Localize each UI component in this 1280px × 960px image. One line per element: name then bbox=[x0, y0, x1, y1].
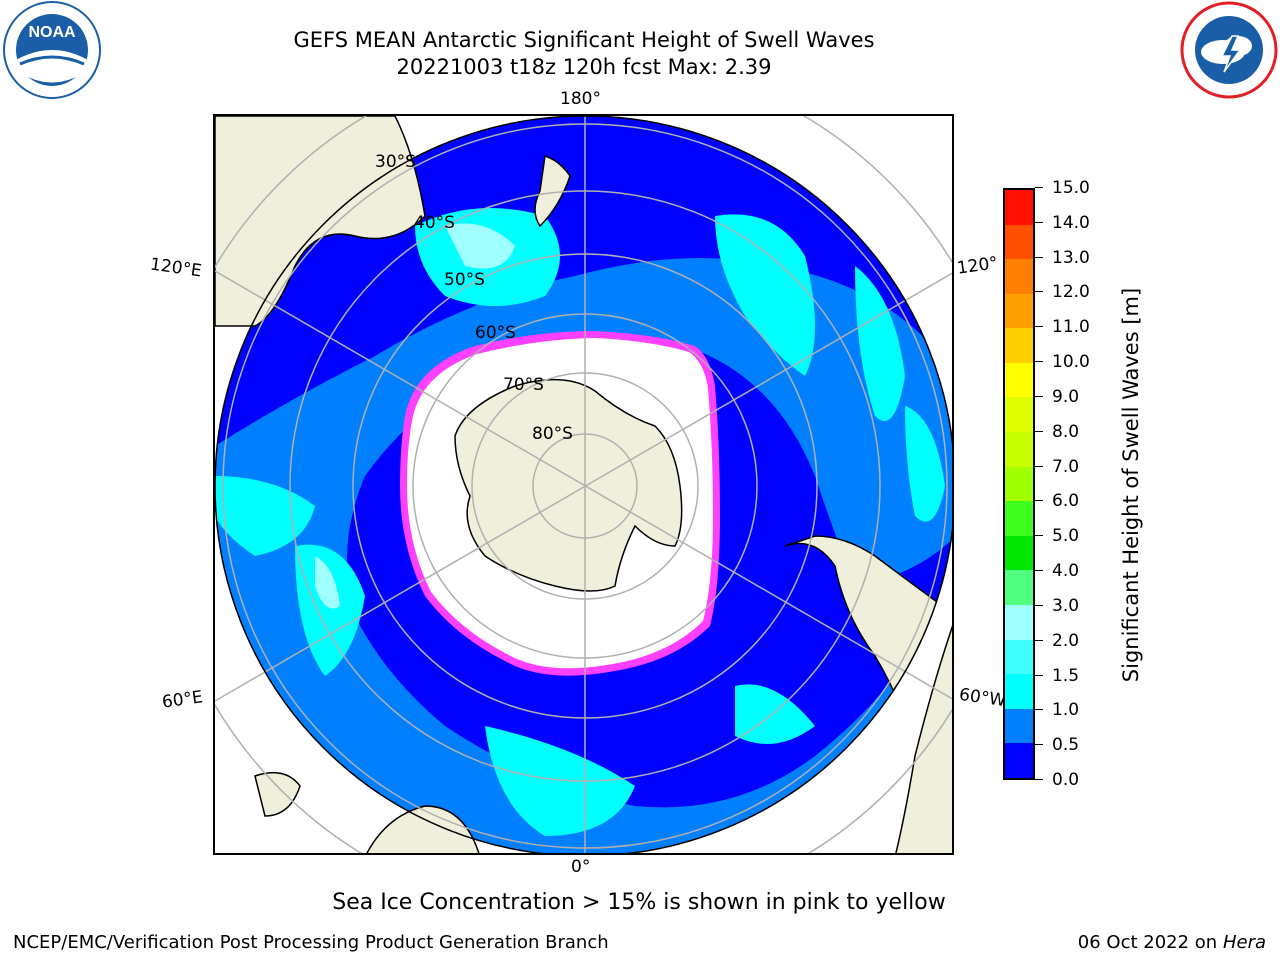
colorbar-tick bbox=[1035, 221, 1043, 223]
colorbar-segment bbox=[1005, 535, 1033, 571]
colorbar-title: Significant Height of Swell Waves [m] bbox=[1119, 287, 1143, 683]
swell-area bbox=[735, 684, 815, 744]
colorbar-tick-label: 13.0 bbox=[1052, 247, 1090, 268]
colorbar-tick-label: 15.0 bbox=[1052, 178, 1090, 198]
colorbar-tick-label: 14.0 bbox=[1052, 212, 1090, 233]
colorbar-tick-label: 0.0 bbox=[1052, 770, 1080, 790]
colorbar-tick-label: 0.5 bbox=[1052, 735, 1080, 756]
swell-area bbox=[905, 406, 945, 522]
colorbar-tick bbox=[1035, 674, 1043, 676]
colorbar-tick bbox=[1035, 326, 1043, 328]
swell-area bbox=[315, 556, 340, 609]
swell-area bbox=[445, 223, 515, 269]
land bbox=[454, 378, 683, 592]
colorbar-tick-label: 4.0 bbox=[1052, 561, 1080, 582]
swell-area bbox=[715, 214, 815, 376]
lon-label-120w: 120° bbox=[955, 253, 1000, 279]
colorbar-segment bbox=[1005, 501, 1033, 536]
colorbar-segment bbox=[1005, 432, 1033, 467]
lat-label: 50°S bbox=[444, 270, 485, 290]
colorbar-tick bbox=[1035, 361, 1043, 363]
colorbar-tick bbox=[1035, 430, 1043, 432]
chart-subtitle: 20221003 t18z 120h fcst Max: 2.39 bbox=[396, 55, 772, 79]
polar-map bbox=[213, 114, 954, 855]
colorbar-segment bbox=[1005, 639, 1033, 675]
colorbar-tick-label: 8.0 bbox=[1052, 421, 1080, 442]
land bbox=[366, 805, 480, 853]
colorbar-tick bbox=[1035, 395, 1043, 397]
colorbar-tick bbox=[1035, 709, 1043, 711]
colorbar-segment bbox=[1005, 224, 1033, 260]
colorbar-tick-label: 7.0 bbox=[1052, 456, 1080, 477]
colorbar-segment bbox=[1005, 605, 1033, 640]
lon-label-60e: 60°E bbox=[160, 687, 205, 713]
swell-area bbox=[215, 258, 952, 853]
colorbar-segment bbox=[1005, 259, 1033, 294]
footer-date: 06 Oct 2022 on Hera bbox=[1078, 932, 1266, 953]
colorbar-tick-label: 1.5 bbox=[1052, 665, 1080, 686]
colorbar-segment bbox=[1005, 362, 1033, 398]
swell-area bbox=[485, 726, 635, 836]
colorbar-tick bbox=[1035, 639, 1043, 641]
colorbar-tick bbox=[1035, 500, 1043, 502]
sea-ice-note: Sea Ice Concentration > 15% is shown in … bbox=[332, 890, 946, 915]
lat-label: 80°S bbox=[532, 424, 573, 444]
lon-label-60w: 60°W bbox=[957, 684, 1008, 712]
colorbar-segment bbox=[1005, 674, 1033, 709]
colorbar-segment bbox=[1005, 708, 1033, 744]
colorbar bbox=[1003, 188, 1035, 780]
lat-label: 70°S bbox=[503, 375, 544, 395]
colorbar-tick bbox=[1035, 570, 1043, 572]
colorbar-tick bbox=[1035, 535, 1043, 537]
colorbar-segment bbox=[1005, 466, 1033, 502]
lon-label-180: 180° bbox=[560, 89, 601, 109]
colorbar-tick bbox=[1035, 256, 1043, 258]
colorbar-segment bbox=[1005, 293, 1033, 329]
colorbar-tick-label: 5.0 bbox=[1052, 526, 1080, 547]
colorbar-segment bbox=[1005, 743, 1033, 778]
colorbar-tick-label: 6.0 bbox=[1052, 491, 1080, 512]
footer-credit: NCEP/EMC/Verification Post Processing Pr… bbox=[13, 932, 609, 953]
land bbox=[895, 625, 952, 853]
colorbar-tick-label: 2.0 bbox=[1052, 630, 1080, 651]
lon-label-0: 0° bbox=[571, 857, 591, 877]
map-canvas bbox=[215, 116, 952, 853]
colorbar-tick-label: 9.0 bbox=[1052, 386, 1080, 407]
colorbar-tick bbox=[1035, 187, 1043, 188]
lat-label: 40°S bbox=[414, 213, 455, 233]
colorbar-segment bbox=[1005, 570, 1033, 606]
colorbar-tick bbox=[1035, 779, 1043, 780]
colorbar-tick-label: 11.0 bbox=[1052, 317, 1090, 338]
footer-date-text: 06 Oct 2022 on bbox=[1077, 932, 1223, 953]
swell-area bbox=[295, 544, 365, 676]
lat-label: 60°S bbox=[475, 323, 516, 343]
graticule bbox=[215, 116, 952, 853]
noaa-logo-text: NOAA bbox=[28, 24, 76, 41]
colorbar-tick-label: 1.0 bbox=[1052, 700, 1080, 721]
colorbar-tick-label: 12.0 bbox=[1052, 282, 1090, 303]
colorbar-tick bbox=[1035, 465, 1043, 467]
chart-title: GEFS MEAN Antarctic Significant Height o… bbox=[293, 28, 875, 52]
colorbar-segment bbox=[1005, 397, 1033, 433]
footer-host: Hera bbox=[1222, 932, 1266, 953]
lat-label: 30°S bbox=[375, 152, 416, 172]
lon-label-120e: 120°E bbox=[148, 254, 203, 282]
noaa-logo: NOAA bbox=[3, 1, 101, 99]
colorbar-segment bbox=[1005, 189, 1033, 225]
land bbox=[254, 771, 301, 817]
colorbar-tick bbox=[1035, 744, 1043, 746]
colorbar-tick bbox=[1035, 291, 1043, 293]
colorbar-segment bbox=[1005, 328, 1033, 363]
swell-area bbox=[855, 266, 905, 421]
colorbar-tick-label: 3.0 bbox=[1052, 595, 1080, 616]
land bbox=[534, 155, 571, 228]
colorbar-tick-label: 10.0 bbox=[1052, 352, 1090, 373]
colorbar-tick bbox=[1035, 604, 1043, 606]
nws-logo bbox=[1180, 1, 1278, 99]
